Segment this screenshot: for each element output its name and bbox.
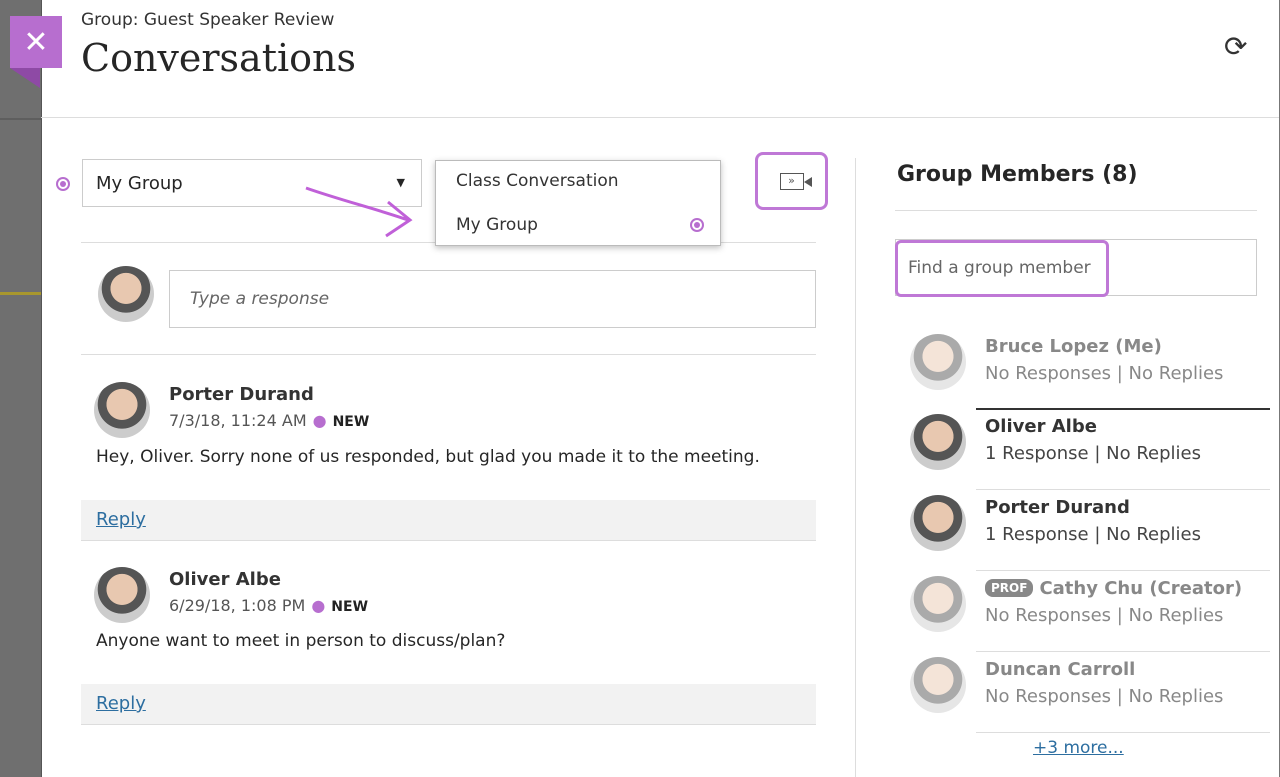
annotation-arrow [305,186,413,238]
reply-bar: Reply [81,500,816,540]
divider [81,354,816,355]
new-badge: NEW [332,414,370,430]
reply-bar: Reply [81,684,816,724]
avatar [94,567,150,623]
post-date: 7/3/18, 11:24 AM ● NEW [169,411,370,430]
avatar [910,334,966,390]
avatar [910,414,966,470]
conversation-dropdown: Class Conversation My Group [435,160,721,246]
find-member-input[interactable]: Find a group member [895,239,1257,297]
page-title: Conversations [81,36,356,80]
divider [895,210,1257,211]
divider [81,540,816,541]
reply-link[interactable]: Reply [96,509,146,530]
member-item[interactable]: Bruce Lopez (Me) No Responses | No Replie… [976,330,1270,410]
more-members-link[interactable]: +3 more... [1033,738,1124,758]
post-author: Oliver Albe [169,569,281,590]
column-divider [855,158,856,777]
post-author: Porter Durand [169,384,314,405]
conversation-select[interactable]: My Group ▼ [82,159,422,207]
avatar [910,576,966,632]
chevron-down-icon: ▼ [396,176,405,189]
close-button[interactable]: ✕ [10,16,62,68]
conversations-panel [41,0,1279,777]
search-placeholder: Find a group member [895,240,1109,297]
avatar [98,266,154,322]
close-button-fold [10,68,40,88]
refresh-icon[interactable]: ⟳ [1224,30,1248,63]
avatar [910,657,966,713]
new-badge: NEW [331,599,369,615]
post-text: Anyone want to meet in person to discuss… [96,631,506,651]
divider [81,724,816,725]
response-input[interactable]: Type a response [169,270,816,328]
group-members-title: Group Members (8) [897,162,1138,187]
reply-link[interactable]: Reply [96,693,146,714]
avatar [94,382,150,438]
background-page [0,0,42,777]
group-subtitle: Group: Guest Speaker Review [81,10,335,30]
member-item[interactable]: Porter Durand 1 Response | No Replies [976,491,1270,571]
video-camera-icon: » [779,172,812,190]
member-item[interactable]: Duncan Carroll No Responses | No Replies [976,653,1270,733]
option-my-group[interactable]: My Group [456,215,538,235]
post-date: 6/29/18, 1:08 PM ● NEW [169,596,369,615]
option-class-conversation[interactable]: Class Conversation [456,171,619,191]
avatar [910,495,966,551]
collaborate-video-button[interactable]: » [755,152,828,210]
member-item[interactable]: PROF Cathy Chu (Creator) No Responses | No… [976,572,1270,652]
select-value: My Group [96,173,183,194]
header-divider [41,117,1279,118]
member-item[interactable]: Oliver Albe 1 Response | No Replies [976,410,1270,490]
post-text: Hey, Oliver. Sorry none of us responded,… [96,447,760,467]
prof-badge: PROF [985,579,1034,597]
selected-indicator [56,177,70,191]
selected-radio-icon [690,218,704,232]
